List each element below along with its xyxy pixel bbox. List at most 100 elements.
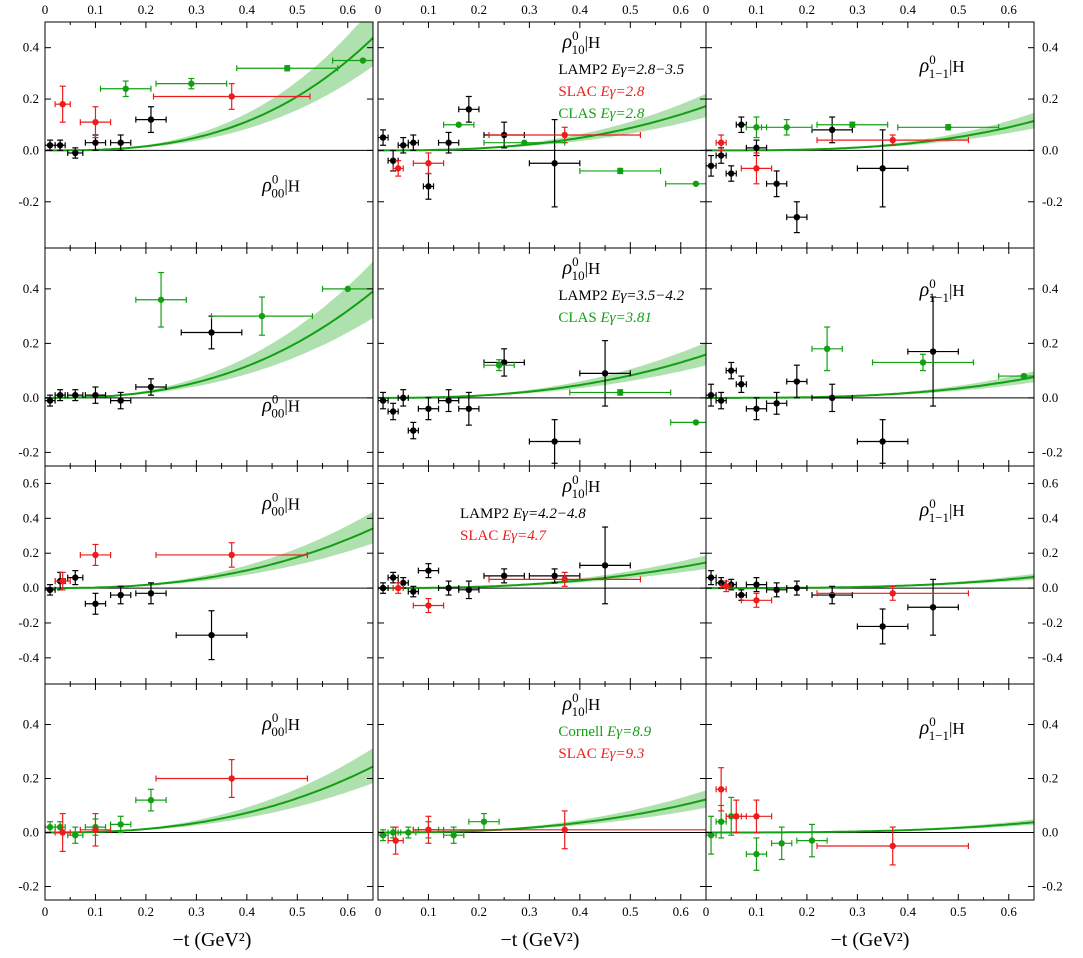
data-point-green bbox=[665, 180, 706, 187]
top-x-tick-label: 0.3 bbox=[188, 2, 204, 17]
panel-r3-c2: -0.2 0.0 0.2 0.4 ρ0 1−1|H bbox=[705, 683, 1063, 901]
data-marker bbox=[617, 389, 624, 396]
data-marker bbox=[56, 823, 64, 831]
legend-entry: CLAS Eγ=2.8 bbox=[558, 106, 645, 122]
data-point-black bbox=[579, 340, 631, 407]
label-tail: |H bbox=[585, 33, 601, 52]
data-point-black bbox=[417, 397, 440, 421]
data-marker bbox=[359, 57, 367, 64]
top-x-tick-label: 0.6 bbox=[673, 2, 690, 17]
series-red bbox=[54, 758, 308, 853]
bottom-x-tick-label: 0.3 bbox=[188, 904, 204, 919]
data-point-red bbox=[715, 134, 727, 152]
label-subscript: 1−1 bbox=[929, 290, 949, 305]
data-point-black bbox=[579, 526, 631, 605]
data-point-red bbox=[720, 580, 732, 593]
y-tick-label: 0.6 bbox=[1042, 475, 1059, 490]
top-x-tick-label: 0.3 bbox=[849, 2, 865, 17]
panel-label: ρ0 1−1|H bbox=[919, 276, 965, 305]
data-point-black bbox=[745, 139, 768, 157]
data-point-black bbox=[811, 383, 853, 413]
y-tick-label: 0.4 bbox=[1042, 717, 1059, 732]
error-band bbox=[706, 573, 1034, 589]
data-marker bbox=[188, 80, 195, 87]
data-marker bbox=[379, 397, 387, 404]
data-marker bbox=[753, 813, 760, 820]
legend-entry: SLAC Eγ=4.7 bbox=[460, 528, 548, 544]
panel-r0-c2: -0.2 0.0 0.2 0.4 ρ0 1−1|H bbox=[705, 21, 1063, 249]
data-marker bbox=[551, 572, 558, 580]
data-marker bbox=[389, 157, 397, 164]
y-tick-label: 0.4 bbox=[23, 281, 40, 296]
legend-source: LAMP2 bbox=[558, 62, 611, 78]
data-marker bbox=[394, 165, 402, 172]
panel-r1-c2: -0.2 0.0 0.2 0.4 ρ0 1−1|H bbox=[705, 247, 1063, 467]
bottom-x-tick-label: 0.4 bbox=[239, 904, 256, 919]
top-x-tick-label: 0.3 bbox=[521, 2, 537, 17]
data-marker bbox=[208, 631, 215, 639]
model-curve bbox=[378, 353, 707, 399]
data-marker bbox=[722, 583, 730, 590]
series-green bbox=[483, 359, 706, 426]
panel-label: ρ0 1−1|H bbox=[919, 496, 965, 525]
legend-energy: Eγ=3.81 bbox=[599, 310, 651, 326]
data-marker bbox=[389, 829, 397, 836]
data-marker bbox=[445, 584, 452, 592]
data-point-black bbox=[109, 134, 132, 152]
y-tick-label: 0.2 bbox=[1042, 91, 1058, 106]
legend-entry: CLAS Eγ=3.81 bbox=[558, 310, 652, 326]
data-marker bbox=[773, 180, 780, 187]
panel-r2-c2: -0.4 -0.2 0.0 0.2 0.4 0.6 ρ0 1−1|H bbox=[705, 465, 1063, 685]
data-point-black bbox=[458, 391, 480, 426]
data-marker bbox=[228, 551, 235, 559]
data-marker bbox=[849, 121, 856, 128]
data-point-black bbox=[397, 389, 409, 407]
data-point-black bbox=[765, 582, 788, 598]
data-point-black bbox=[67, 570, 84, 586]
y-tick-label: -0.2 bbox=[18, 879, 39, 894]
data-point-green bbox=[99, 80, 152, 98]
label-subscript: 00 bbox=[271, 186, 284, 201]
data-marker bbox=[147, 116, 155, 123]
panel-label: ρ0 10|H bbox=[561, 254, 600, 283]
y-tick-label: -0.2 bbox=[1042, 444, 1063, 459]
series-green bbox=[811, 326, 1034, 380]
series-green bbox=[443, 121, 706, 187]
data-point-black bbox=[407, 134, 419, 152]
bottom-x-tick-label: 0 bbox=[703, 904, 710, 919]
data-point-green bbox=[135, 271, 187, 328]
label-superscript: 0 bbox=[929, 714, 936, 729]
data-points-group bbox=[45, 758, 308, 853]
data-point-black bbox=[528, 568, 581, 584]
data-point-black bbox=[84, 592, 107, 615]
data-point-black bbox=[483, 348, 525, 377]
legend-entry: LAMP2 Eγ=2.8−3.5 bbox=[558, 62, 684, 78]
data-marker bbox=[728, 367, 735, 374]
label-superscript: 0 bbox=[572, 690, 579, 705]
data-point-green bbox=[155, 77, 228, 90]
label-superscript: 0 bbox=[272, 710, 279, 725]
y-tick-label: 0.0 bbox=[23, 142, 39, 157]
data-point-red bbox=[155, 758, 308, 799]
data-marker bbox=[728, 170, 735, 177]
data-marker bbox=[46, 397, 54, 404]
panel-r2-c0: -0.4-0.20.00.20.40.6ρ0 00|H bbox=[18, 465, 374, 685]
bottom-x-tick-label: 0.6 bbox=[1001, 904, 1018, 919]
error-band bbox=[45, 511, 373, 589]
legend-source: SLAC bbox=[460, 528, 502, 544]
data-point-green bbox=[443, 121, 475, 128]
series-black bbox=[378, 95, 581, 208]
data-point-green bbox=[745, 116, 768, 139]
legend-source: LAMP2 bbox=[558, 288, 611, 304]
label-subscript: 10 bbox=[572, 486, 585, 501]
data-marker bbox=[828, 394, 836, 402]
model-curve bbox=[706, 376, 1035, 399]
data-marker bbox=[410, 139, 417, 146]
label-subscript: 1−1 bbox=[929, 66, 949, 81]
data-marker bbox=[753, 850, 760, 858]
data-points-group bbox=[706, 296, 1034, 464]
bottom-x-tick-label: 0.2 bbox=[471, 904, 487, 919]
series-red bbox=[392, 126, 642, 177]
